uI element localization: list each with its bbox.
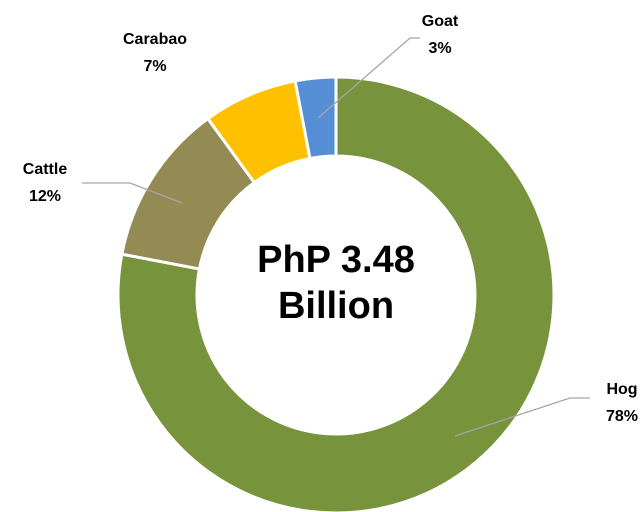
value-label: 12%	[29, 188, 61, 205]
category-label: Hog	[606, 381, 637, 398]
leader-line	[82, 182, 183, 204]
leader-line	[317, 37, 420, 119]
value-label: 3%	[428, 40, 451, 57]
category-label: Cattle	[23, 161, 68, 178]
category-label: Goat	[422, 13, 459, 30]
slice	[116, 75, 556, 512]
leader-line	[454, 397, 590, 437]
value-label: 78%	[606, 408, 638, 425]
center-label: Billion	[278, 285, 394, 327]
slice	[293, 75, 338, 161]
value-label: 7%	[143, 58, 166, 75]
category-label: Carabao	[123, 31, 187, 48]
center-label: PhP 3.48	[257, 239, 415, 281]
